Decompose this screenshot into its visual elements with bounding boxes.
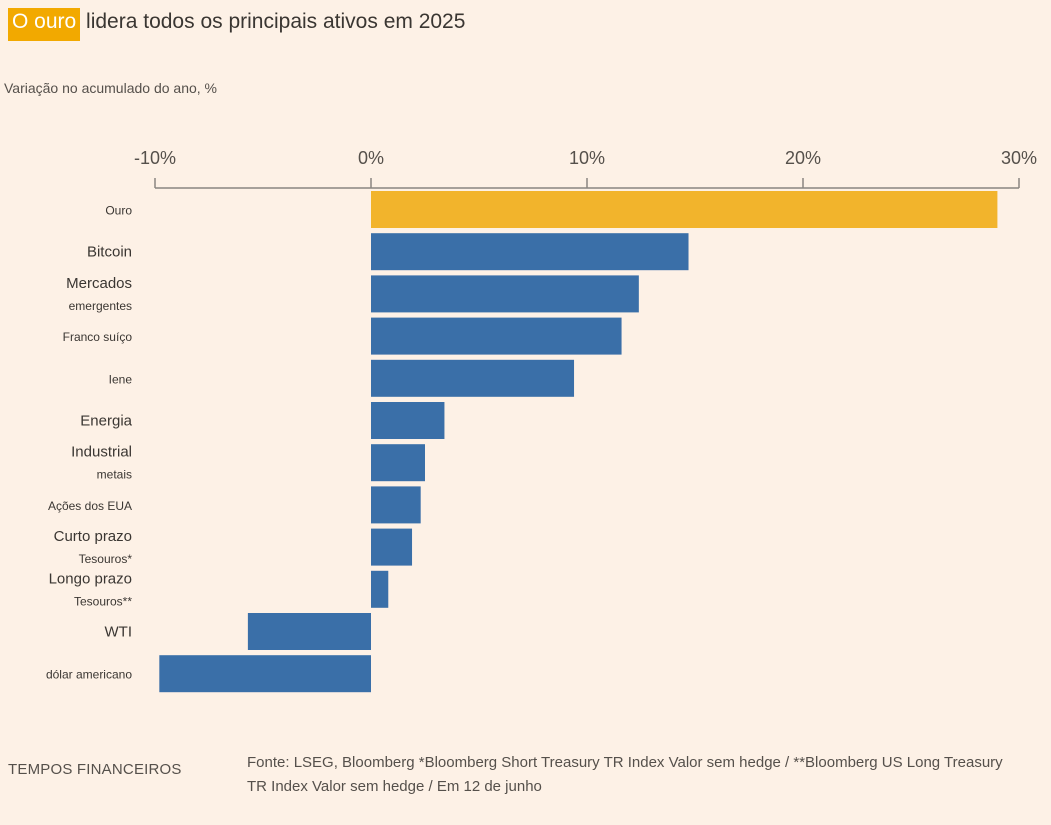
x-tick-label: 20% bbox=[785, 148, 821, 168]
title-rest: lidera todos os principais ativos em 202… bbox=[80, 10, 466, 33]
bar bbox=[371, 486, 421, 524]
bar bbox=[371, 444, 425, 482]
bar bbox=[371, 233, 689, 271]
category-label: Iene bbox=[109, 372, 133, 386]
bars bbox=[159, 191, 998, 693]
category-label: Longo prazo bbox=[49, 570, 132, 587]
category-label: Tesouros** bbox=[74, 594, 132, 608]
bar bbox=[247, 613, 371, 650]
chart-subtitle: Variação no acumulado do ano, % bbox=[4, 80, 217, 96]
category-label: emergentes bbox=[69, 299, 132, 313]
footer-brand: TEMPOS FINANCEIROS bbox=[8, 761, 182, 778]
x-tick-label: -10% bbox=[134, 148, 176, 168]
x-tick-label: 30% bbox=[1001, 148, 1037, 168]
chart-title: O ouro lidera todos os principais ativos… bbox=[8, 6, 466, 41]
bar bbox=[371, 275, 639, 313]
category-label: Ações dos EUA bbox=[48, 499, 132, 513]
category-label: Energia bbox=[80, 413, 132, 430]
x-tick-label: 10% bbox=[569, 148, 605, 168]
category-label: dólar americano bbox=[46, 668, 132, 682]
footer-source: Fonte: LSEG, Bloomberg *Bloomberg Short … bbox=[247, 754, 1003, 795]
bar bbox=[371, 402, 445, 439]
x-tick-label: 0% bbox=[358, 148, 384, 168]
bar bbox=[371, 359, 575, 397]
category-label: metais bbox=[97, 468, 132, 482]
bar bbox=[371, 570, 389, 608]
x-axis: -10% 0% 10% 20% 30% bbox=[134, 148, 1037, 189]
category-label: Curto prazo bbox=[54, 528, 132, 545]
bar bbox=[159, 655, 371, 693]
category-label: Mercados bbox=[66, 275, 132, 292]
category-labels: Ouro Bitcoin Mercados emergentes Franco suíç… bbox=[46, 204, 133, 682]
category-label: Industrial bbox=[71, 444, 132, 461]
category-label: WTI bbox=[105, 624, 133, 641]
bar bbox=[371, 528, 413, 566]
bar-chart: -10% 0% 10% 20% 30% Ouro Bitcoin Mercados emerg… bbox=[46, 148, 1037, 693]
category-label: Bitcoin bbox=[87, 244, 132, 261]
bar bbox=[371, 191, 998, 228]
bar bbox=[371, 317, 622, 355]
title-highlight: O ouro bbox=[8, 8, 81, 41]
category-label: Tesouros* bbox=[79, 552, 133, 566]
category-label: Ouro bbox=[105, 204, 132, 218]
category-label: Franco suíço bbox=[63, 330, 133, 344]
